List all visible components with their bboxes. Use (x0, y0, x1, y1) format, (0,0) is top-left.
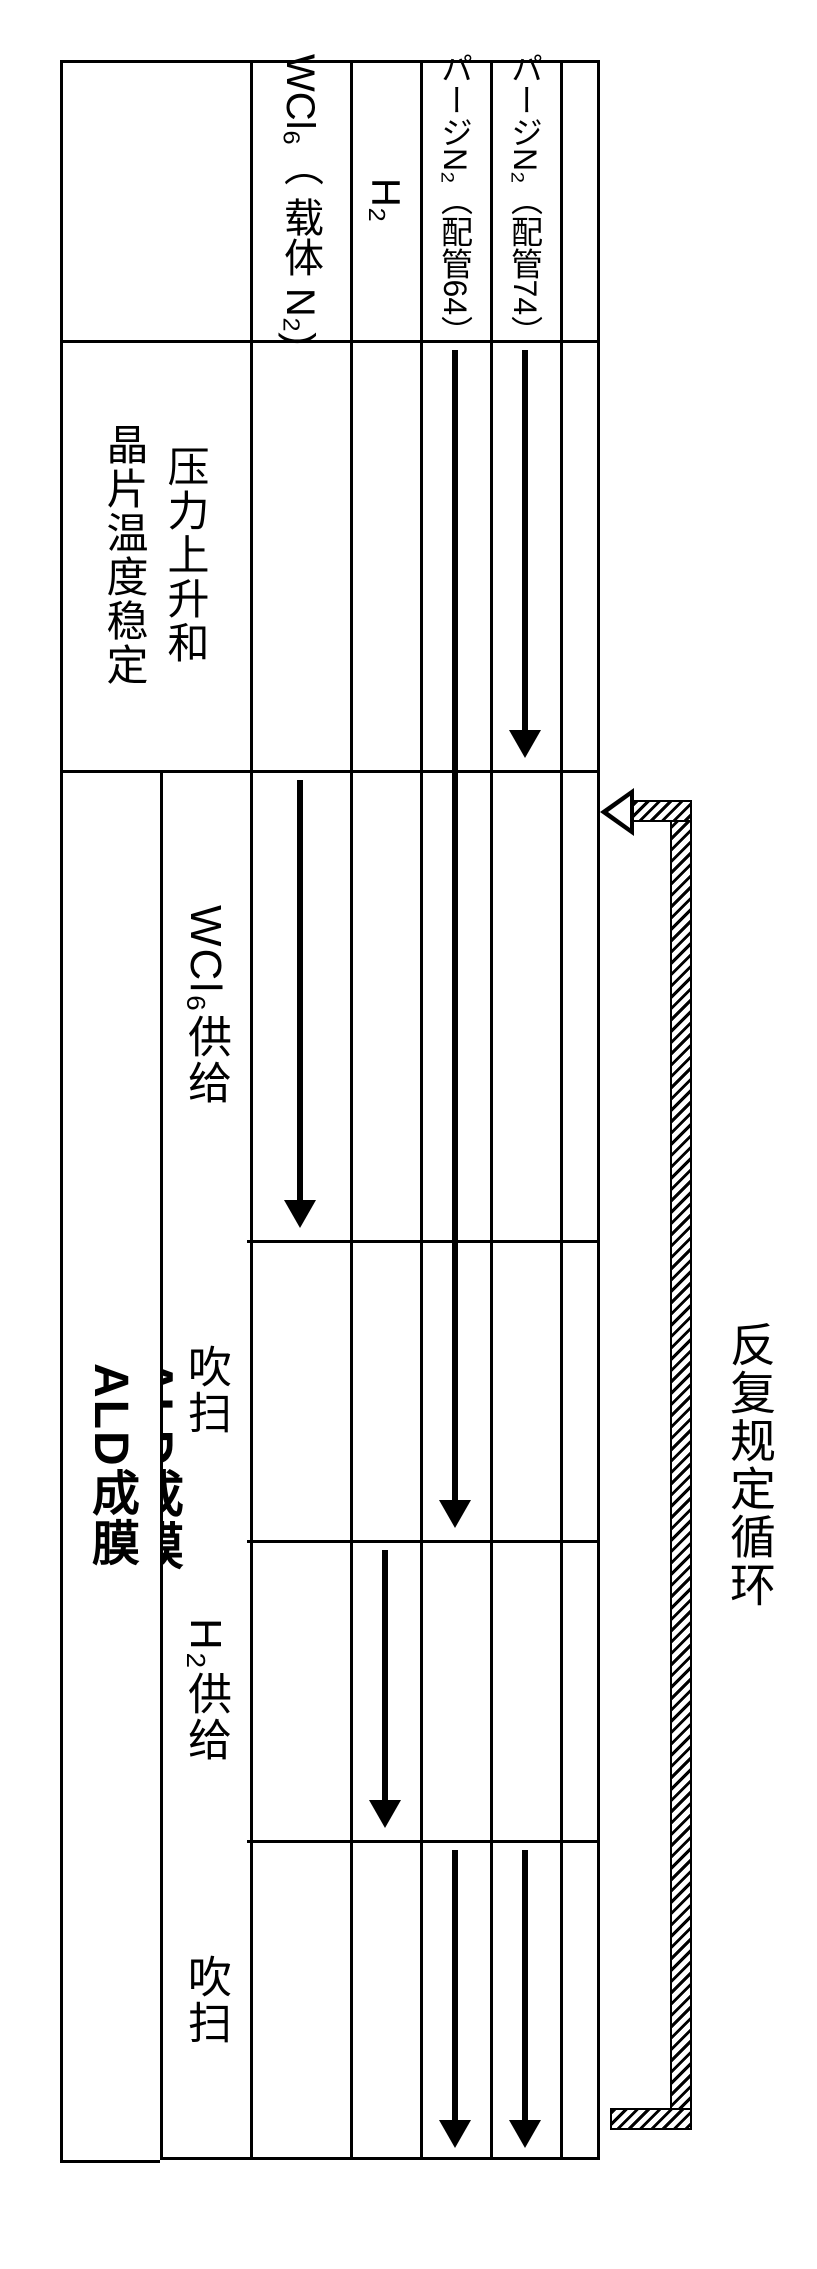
row-label-h2: H₂ (350, 60, 420, 340)
phase-label-purge2: 吹扫 (160, 1840, 250, 2160)
arrow-p64-head1 (439, 1500, 471, 1528)
phase-label-purge1: 吹扫 (160, 1240, 250, 1540)
divider-col-h2 (420, 60, 423, 2160)
arrow-wcl6-shaft (297, 780, 303, 1200)
arrow-p74-shaft2 (522, 1850, 528, 2120)
cycle-label: 反复规定循环 (710, 770, 790, 2160)
arrow-h2-shaft (382, 1550, 388, 1800)
arrow-p64-shaft2 (452, 1850, 458, 2120)
arrow-p74-shaft1 (522, 350, 528, 730)
row-label-p74: パージN₂（配管74） (490, 60, 560, 340)
arrow-wcl6-head (284, 1200, 316, 1228)
cycle-bracket-top (632, 800, 692, 822)
page: ALD成膜 WCl₆（ 载体 N₂) H₂ パージN₂（配管64） パージN₂（… (0, 0, 817, 2269)
phase-label-stabilize: 压力上升和 晶片温度稳定 (60, 340, 250, 770)
redraw-bottom-line (60, 2160, 160, 2163)
divider-col-p64 (490, 60, 493, 2160)
cycle-bracket-bottom (610, 2108, 692, 2130)
phase-label-wcl6: WCl₆供给 (160, 770, 250, 1240)
arrow-p64-shaft1 (452, 350, 458, 1500)
phase-label-stabilize-text: 压力上升和 晶片温度稳定 (94, 423, 216, 687)
row-label-wcl6: WCl₆（ 载体 N₂) (250, 60, 350, 340)
divider-col-header (250, 60, 253, 2160)
cycle-arrow-inner (608, 796, 630, 828)
arrow-h2-head (369, 1800, 401, 1828)
arrow-p74-head1 (509, 730, 541, 758)
redraw-770-line (60, 770, 160, 773)
cycle-bracket-vertical (670, 800, 692, 2130)
arrow-p64-head2 (439, 2120, 471, 2148)
divider-col-wcl6 (350, 60, 353, 2160)
row-label-p64: パージN₂（配管64） (420, 60, 490, 340)
phase-label-h2: H₂供给 (160, 1540, 250, 1840)
ald-title-text: ALD成膜 (60, 770, 160, 2160)
divider-col-p74 (560, 60, 563, 2160)
arrow-p74-head2 (509, 2120, 541, 2148)
redraw-left-border (60, 770, 63, 2160)
